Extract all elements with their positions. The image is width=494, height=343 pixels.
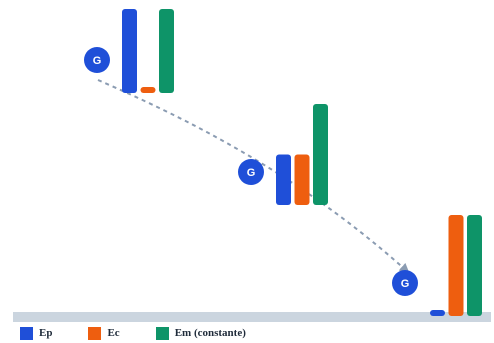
legend-swatch-ec xyxy=(88,326,102,340)
trajectory-path xyxy=(97,79,410,274)
legend-swatch-ep xyxy=(20,326,33,340)
object-marker-label-middle: G xyxy=(247,167,256,179)
legend-label-em: Em (constante) xyxy=(174,327,246,339)
object-marker-bottom xyxy=(392,270,418,296)
legend-swatch-em xyxy=(155,326,169,340)
object-marker-middle xyxy=(238,159,264,185)
bar-ep-middle xyxy=(276,154,291,205)
energy-bars xyxy=(122,9,482,316)
object-marker-label-top: G xyxy=(93,55,102,67)
bar-ep-top xyxy=(122,9,137,93)
ground-line xyxy=(13,312,491,322)
bar-ec-bottom xyxy=(448,215,464,316)
legend: Ep Ec Em (constante) xyxy=(20,326,282,340)
legend-item-em: Em (constante) xyxy=(155,326,246,340)
bar-em-middle xyxy=(313,104,328,205)
object-marker-top xyxy=(84,47,110,73)
legend-label-ec: Ec xyxy=(107,327,120,339)
legend-label-ep: Ep xyxy=(39,327,53,339)
legend-item-ep: Ep xyxy=(20,326,53,340)
object-markers: G G G xyxy=(84,47,418,296)
legend-item-ec: Ec xyxy=(88,326,120,340)
bar-em-bottom xyxy=(467,215,482,316)
bar-ep-bottom xyxy=(430,310,445,316)
bar-em-top xyxy=(159,9,174,93)
bar-ec-top xyxy=(140,87,156,93)
bar-ec-middle xyxy=(294,154,310,205)
object-marker-label-bottom: G xyxy=(401,278,410,290)
